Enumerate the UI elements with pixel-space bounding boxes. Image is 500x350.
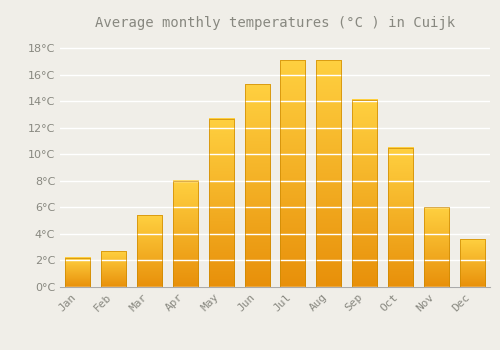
Bar bbox=[244, 84, 270, 287]
Bar bbox=[101, 251, 126, 287]
Bar bbox=[280, 60, 305, 287]
Bar bbox=[352, 100, 377, 287]
Bar bbox=[137, 215, 162, 287]
Bar bbox=[388, 148, 413, 287]
Bar bbox=[66, 258, 90, 287]
Bar bbox=[208, 119, 234, 287]
Bar bbox=[173, 181, 198, 287]
Title: Average monthly temperatures (°C ) in Cuijk: Average monthly temperatures (°C ) in Cu… bbox=[95, 16, 455, 30]
Bar bbox=[424, 208, 449, 287]
Bar bbox=[460, 239, 484, 287]
Bar bbox=[316, 60, 342, 287]
